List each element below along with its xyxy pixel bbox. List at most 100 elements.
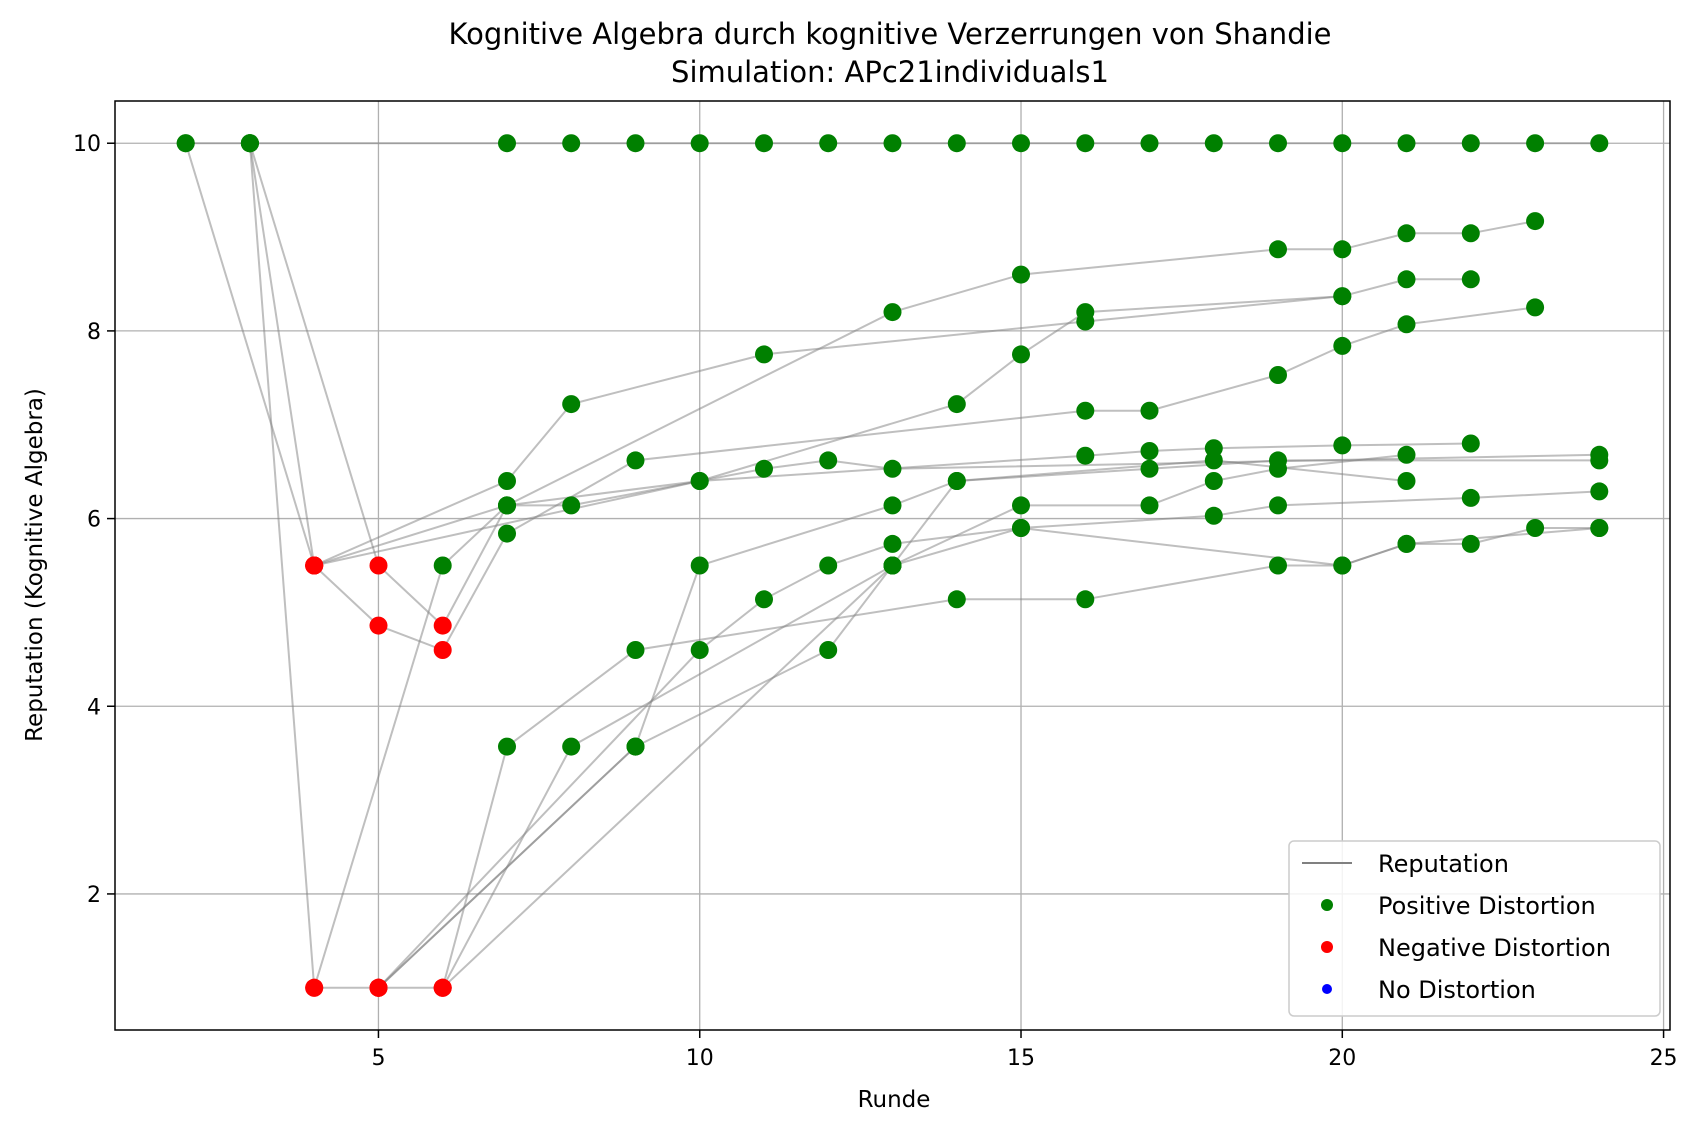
- positive-distortion-point: [755, 590, 773, 609]
- negative-distortion-point: [433, 616, 452, 635]
- positive-distortion-point: [819, 641, 838, 659]
- positive-distortion-point: [1269, 134, 1287, 153]
- positive-distortion-point: [690, 556, 709, 575]
- positive-distortion-point: [947, 472, 966, 490]
- legend-box: [1288, 840, 1661, 1017]
- positive-distortion-point: [1397, 472, 1416, 490]
- positive-distortion-point: [1333, 556, 1352, 575]
- axis-ticks: 5 10 15 20 25 2 4 6 8 10: [73, 132, 1678, 1071]
- positive-distortion-point: [562, 395, 581, 414]
- x-tick-label: 25: [1650, 1046, 1678, 1071]
- x-tick-label: 10: [686, 1046, 714, 1071]
- negative-distortion-point: [433, 978, 452, 997]
- positive-distortion-point: [883, 303, 902, 322]
- positive-distortion-point: [1333, 134, 1352, 153]
- positive-distortion-point: [883, 496, 902, 515]
- positive-distortion-point: [1526, 298, 1545, 317]
- positive-distortion-point: [1590, 482, 1609, 501]
- positive-distortion-point: [1461, 534, 1480, 553]
- distortion-points: [176, 134, 1609, 997]
- legend: Reputation Positive Distortion Negative …: [1288, 840, 1661, 1017]
- positive-distortion-point: [883, 459, 902, 478]
- positive-distortion-point: [1590, 134, 1609, 153]
- positive-distortion-point: [1140, 496, 1159, 515]
- positive-distortion-point: [1269, 240, 1287, 259]
- positive-distortion-point: [1076, 303, 1095, 322]
- positive-distortion-point: [1333, 436, 1352, 455]
- positive-distortion-point: [1397, 315, 1416, 334]
- positive-distortion-point: [1397, 270, 1416, 289]
- positive-distortion-point: [1204, 506, 1223, 525]
- negative-distortion-point: [369, 616, 388, 635]
- positive-distortion-point: [498, 524, 516, 543]
- positive-distortion-point: [819, 556, 838, 575]
- positive-distortion-point: [883, 134, 902, 153]
- positive-distortion-point: [1461, 134, 1480, 153]
- legend-label-positive: Positive Distortion: [1378, 892, 1596, 920]
- positive-distortion-point: [690, 472, 709, 490]
- positive-distortion-point: [1333, 287, 1352, 306]
- negative-distortion-point: [433, 641, 452, 659]
- positive-distortion-point: [1526, 134, 1545, 153]
- legend-label-negative: Negative Distortion: [1378, 934, 1611, 962]
- positive-distortion-point: [1397, 445, 1416, 464]
- positive-distortion-point: [1140, 442, 1159, 460]
- y-tick-label: 10: [73, 132, 101, 157]
- positive-distortion-point: [1140, 459, 1159, 478]
- positive-distortion-point: [1140, 134, 1159, 153]
- positive-distortion-point: [1269, 366, 1287, 384]
- positive-distortion-point: [1461, 488, 1480, 507]
- positive-distortion-point: [498, 737, 516, 756]
- plot-area-frame: [114, 100, 1671, 1031]
- positive-distortion-point: [1397, 134, 1416, 153]
- x-tick-label: 20: [1328, 1046, 1356, 1071]
- positive-distortion-point: [498, 472, 516, 490]
- positive-distortion-point: [498, 496, 516, 515]
- negative-distortion-point: [305, 978, 324, 997]
- positive-distortion-point: [562, 134, 581, 153]
- reputation-line: [248, 143, 1343, 567]
- positive-distortion-point: [1333, 336, 1352, 355]
- positive-distortion-point: [1590, 519, 1609, 537]
- positive-distortion-point: [1397, 224, 1416, 243]
- positive-distortion-point: [562, 496, 581, 515]
- positive-distortion-point: [1076, 401, 1095, 420]
- positive-distortion-point: [1204, 472, 1223, 490]
- negative-distortion-point: [369, 556, 388, 575]
- x-tick-label: 5: [371, 1046, 385, 1071]
- positive-distortion-point: [819, 451, 838, 470]
- positive-distortion-point: [883, 556, 902, 575]
- y-tick-label: 8: [87, 320, 101, 345]
- reputation-line: [313, 442, 1471, 567]
- positive-distortion-point: [626, 641, 645, 659]
- y-tick-label: 4: [87, 695, 101, 720]
- positive-distortion-point: [1461, 434, 1480, 453]
- legend-entry-positive: Positive Distortion: [1321, 892, 1596, 920]
- positive-distortion-point: [498, 134, 516, 153]
- x-axis-label: Runde: [858, 1087, 931, 1113]
- positive-distortion-point: [1012, 134, 1030, 153]
- positive-distortion-point: [1461, 270, 1480, 289]
- positive-distortion-point: [1590, 451, 1609, 470]
- positive-distortion-point: [1076, 446, 1095, 465]
- positive-distortion-point: [626, 737, 645, 756]
- positive-distortion-point: [1140, 401, 1159, 420]
- reputation-line: [442, 526, 1600, 989]
- positive-distortion-point: [883, 534, 902, 553]
- positive-distortion-point: [755, 345, 773, 364]
- positive-distortion-point: [176, 134, 195, 153]
- positive-distortion-point: [1204, 451, 1223, 470]
- reputation-line: [313, 306, 1536, 652]
- positive-distortion-point: [240, 134, 259, 153]
- legend-dot-negative: [1321, 941, 1333, 953]
- positive-distortion-point: [1076, 590, 1095, 609]
- positive-distortion-point: [819, 134, 838, 153]
- positive-distortion-point: [947, 590, 966, 609]
- chart-subtitle: Simulation: APc21individuals1: [671, 55, 1109, 89]
- y-tick-label: 2: [87, 883, 101, 908]
- positive-distortion-point: [755, 459, 773, 478]
- positive-distortion-point: [1204, 134, 1223, 153]
- positive-distortion-point: [947, 395, 966, 414]
- chart-title: Kognitive Algebra durch kognitive Verzer…: [449, 17, 1332, 51]
